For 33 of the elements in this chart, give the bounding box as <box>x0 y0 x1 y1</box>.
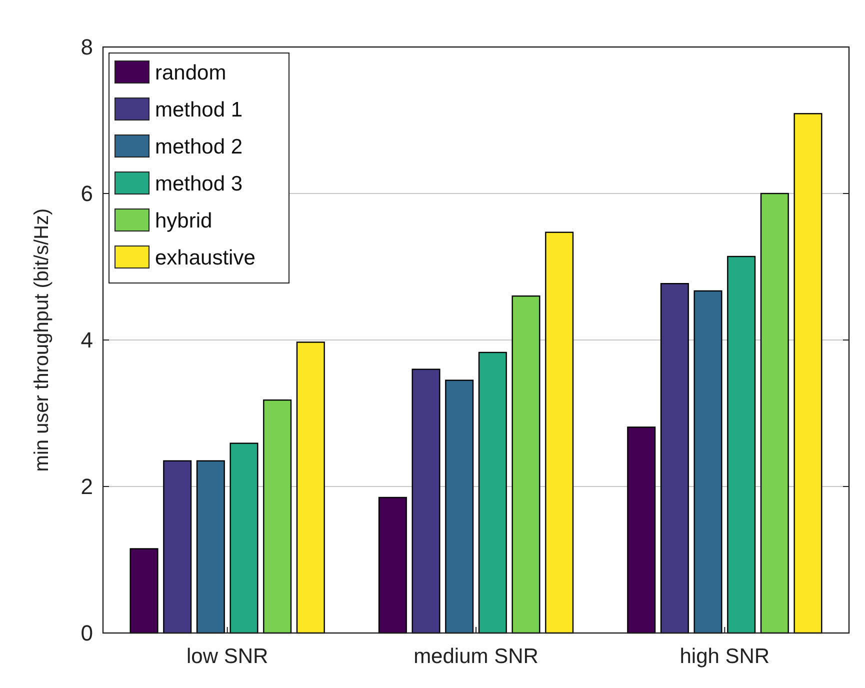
bar <box>545 232 574 634</box>
bar <box>760 192 789 634</box>
x-tick-label: low SNR <box>186 645 268 668</box>
y-axis-title: min user throughput (bit/s/Hz) <box>31 208 53 472</box>
bar <box>794 113 822 634</box>
bar <box>196 460 225 634</box>
legend-label: random <box>155 61 226 84</box>
bar <box>296 342 325 634</box>
bar <box>660 283 689 634</box>
bar <box>378 496 407 634</box>
bar <box>627 426 656 634</box>
bar <box>130 548 158 634</box>
bar <box>445 380 474 634</box>
bar <box>263 399 292 634</box>
bar <box>694 290 722 634</box>
legend-label: method 3 <box>155 172 243 196</box>
bar <box>230 442 258 634</box>
bar <box>478 352 507 634</box>
bar <box>727 256 756 634</box>
bar <box>163 460 192 634</box>
y-tick-label: 2 <box>80 474 93 500</box>
bar <box>512 295 540 634</box>
legend-label: exhaustive <box>155 246 256 270</box>
legend-label: method 2 <box>155 135 243 158</box>
y-tick-label: 4 <box>80 328 93 353</box>
bar <box>412 368 440 634</box>
y-tick-label: 8 <box>80 34 93 60</box>
y-tick-label: 6 <box>80 181 93 206</box>
y-tick-label: 0 <box>80 620 93 646</box>
x-tick-label: high SNR <box>680 645 770 668</box>
legend-label: method 1 <box>155 98 243 122</box>
x-tick-label: medium SNR <box>414 645 538 668</box>
legend-label: hybrid <box>155 209 212 232</box>
